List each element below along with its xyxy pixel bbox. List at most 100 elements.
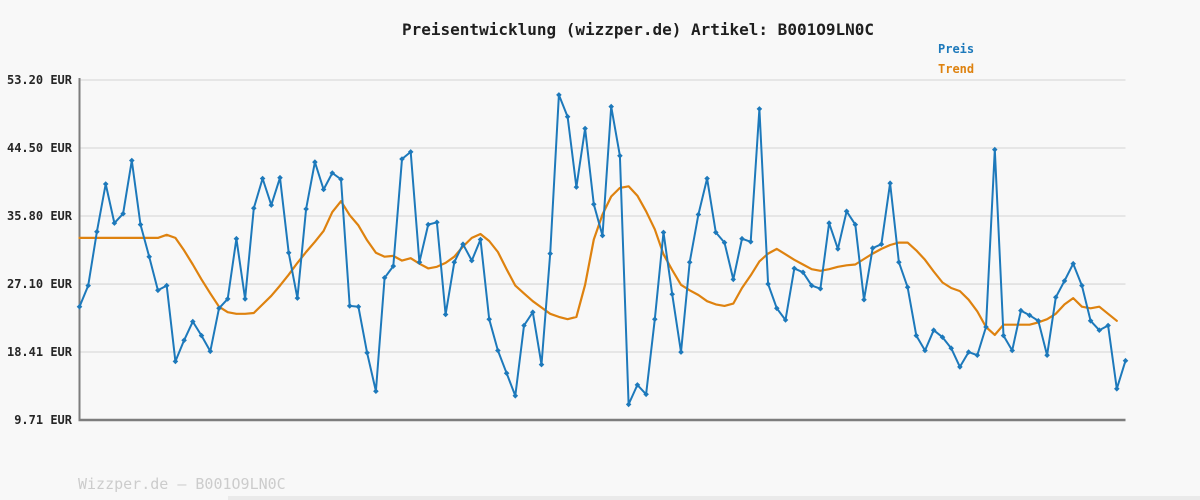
price-point-marker — [1009, 347, 1015, 354]
price-point-marker — [913, 332, 920, 339]
price-point-marker — [172, 358, 179, 365]
price-point-marker — [1026, 312, 1033, 319]
price-point-marker — [346, 303, 353, 309]
price-point-marker — [442, 311, 449, 318]
price-point-marker — [547, 250, 553, 257]
price-point-marker — [904, 284, 911, 290]
price-point-marker — [974, 352, 981, 358]
price-point-marker — [1087, 318, 1094, 324]
price-point-marker — [1122, 357, 1129, 364]
price-point-marker — [634, 382, 641, 388]
price-point-marker — [155, 287, 161, 294]
price-point-marker — [224, 296, 231, 302]
price-point-marker — [294, 295, 301, 301]
price-point-marker — [861, 296, 867, 303]
price-point-marker — [817, 285, 824, 292]
price-point-marker — [390, 263, 397, 269]
price-point-marker — [242, 296, 248, 302]
price-point-marker — [983, 324, 989, 330]
price-point-marker — [617, 153, 623, 159]
price-point-marker — [774, 305, 780, 312]
price-point-marker — [486, 316, 492, 322]
price-point-marker — [739, 235, 745, 242]
price-point-marker — [207, 348, 214, 355]
price-point-marker — [852, 221, 859, 228]
legend-item-trend: Trend — [938, 62, 975, 76]
price-point-marker — [530, 309, 536, 315]
price-point-marker — [285, 250, 292, 256]
price-point-marker — [468, 257, 475, 264]
price-point-marker — [512, 393, 519, 399]
price-point-marker — [582, 125, 588, 132]
y-tick-label: 18.41 EUR — [6, 344, 72, 359]
chart-title: Preisentwicklung (wizzper.de) Artikel: B… — [402, 20, 875, 39]
price-point-marker — [564, 113, 571, 120]
price-point-marker — [721, 239, 728, 246]
y-tick-label: 9.71 EUR — [14, 413, 72, 427]
price-point-marker — [268, 202, 275, 208]
price-point-marker — [800, 269, 806, 276]
price-point-marker — [251, 205, 257, 211]
price-point-marker — [425, 221, 431, 228]
price-point-marker — [835, 246, 841, 252]
price-point-marker — [303, 206, 309, 212]
price-point-marker — [730, 276, 736, 283]
price-point-marker — [782, 317, 789, 323]
price-point-marker — [704, 175, 710, 182]
price-point-marker — [312, 159, 318, 165]
price-point-marker — [521, 322, 527, 329]
price-point-marker — [364, 350, 370, 356]
price-point-marker — [939, 334, 946, 340]
price-point-marker — [329, 170, 336, 176]
price-point-marker — [163, 282, 170, 289]
price-point-marker — [1061, 278, 1068, 284]
bottom-edge-strip — [228, 496, 1200, 500]
price-point-marker — [85, 282, 91, 289]
price-point-marker — [1000, 332, 1007, 339]
trend-line — [78, 185, 1118, 336]
price-point-marker — [573, 184, 580, 190]
price-line — [78, 93, 1127, 406]
price-point-marker — [1079, 282, 1085, 289]
price-point-marker — [381, 275, 388, 281]
price-point-marker — [747, 239, 754, 245]
price-point-marker — [556, 92, 562, 98]
y-tick-label: 53.20 EUR — [6, 73, 72, 87]
price-point-marker — [695, 211, 702, 218]
price-point-marker — [591, 201, 597, 208]
price-point-marker — [277, 174, 283, 181]
price-point-marker — [102, 181, 109, 187]
price-point-marker — [94, 228, 100, 235]
price-point-marker — [1105, 322, 1111, 329]
price-point-marker — [477, 236, 484, 243]
price-point-marker — [887, 180, 893, 186]
price-point-marker — [233, 235, 240, 242]
price-point-marker — [992, 146, 998, 153]
price-point-marker — [190, 318, 196, 325]
price-point-marker — [930, 327, 937, 333]
price-point-marker — [957, 364, 963, 370]
price-point-marker — [129, 157, 135, 164]
price-point-marker — [869, 245, 876, 251]
price-point-marker — [713, 229, 719, 236]
price-point-marker — [608, 103, 614, 110]
price-point-marker — [678, 349, 684, 355]
y-tick-label: 27.10 EUR — [6, 277, 72, 292]
price-point-marker — [373, 388, 379, 394]
price-point-marker — [451, 259, 458, 265]
price-point-marker — [460, 241, 466, 247]
price-point-marker — [1070, 260, 1076, 267]
price-point-marker — [896, 259, 902, 265]
y-tick-label: 35.80 EUR — [6, 209, 72, 224]
price-point-marker — [965, 349, 972, 355]
price-point-marker — [843, 208, 850, 215]
watermark-text: Wizzper.de – B001O9LN0C — [78, 475, 286, 493]
price-point-marker — [503, 370, 510, 376]
price-point-marker — [434, 219, 440, 226]
price-point-marker — [791, 265, 798, 272]
price-point-marker — [181, 337, 187, 344]
price-point-marker — [338, 176, 344, 183]
price-point-marker — [407, 149, 414, 155]
price-point-marker — [198, 332, 205, 339]
